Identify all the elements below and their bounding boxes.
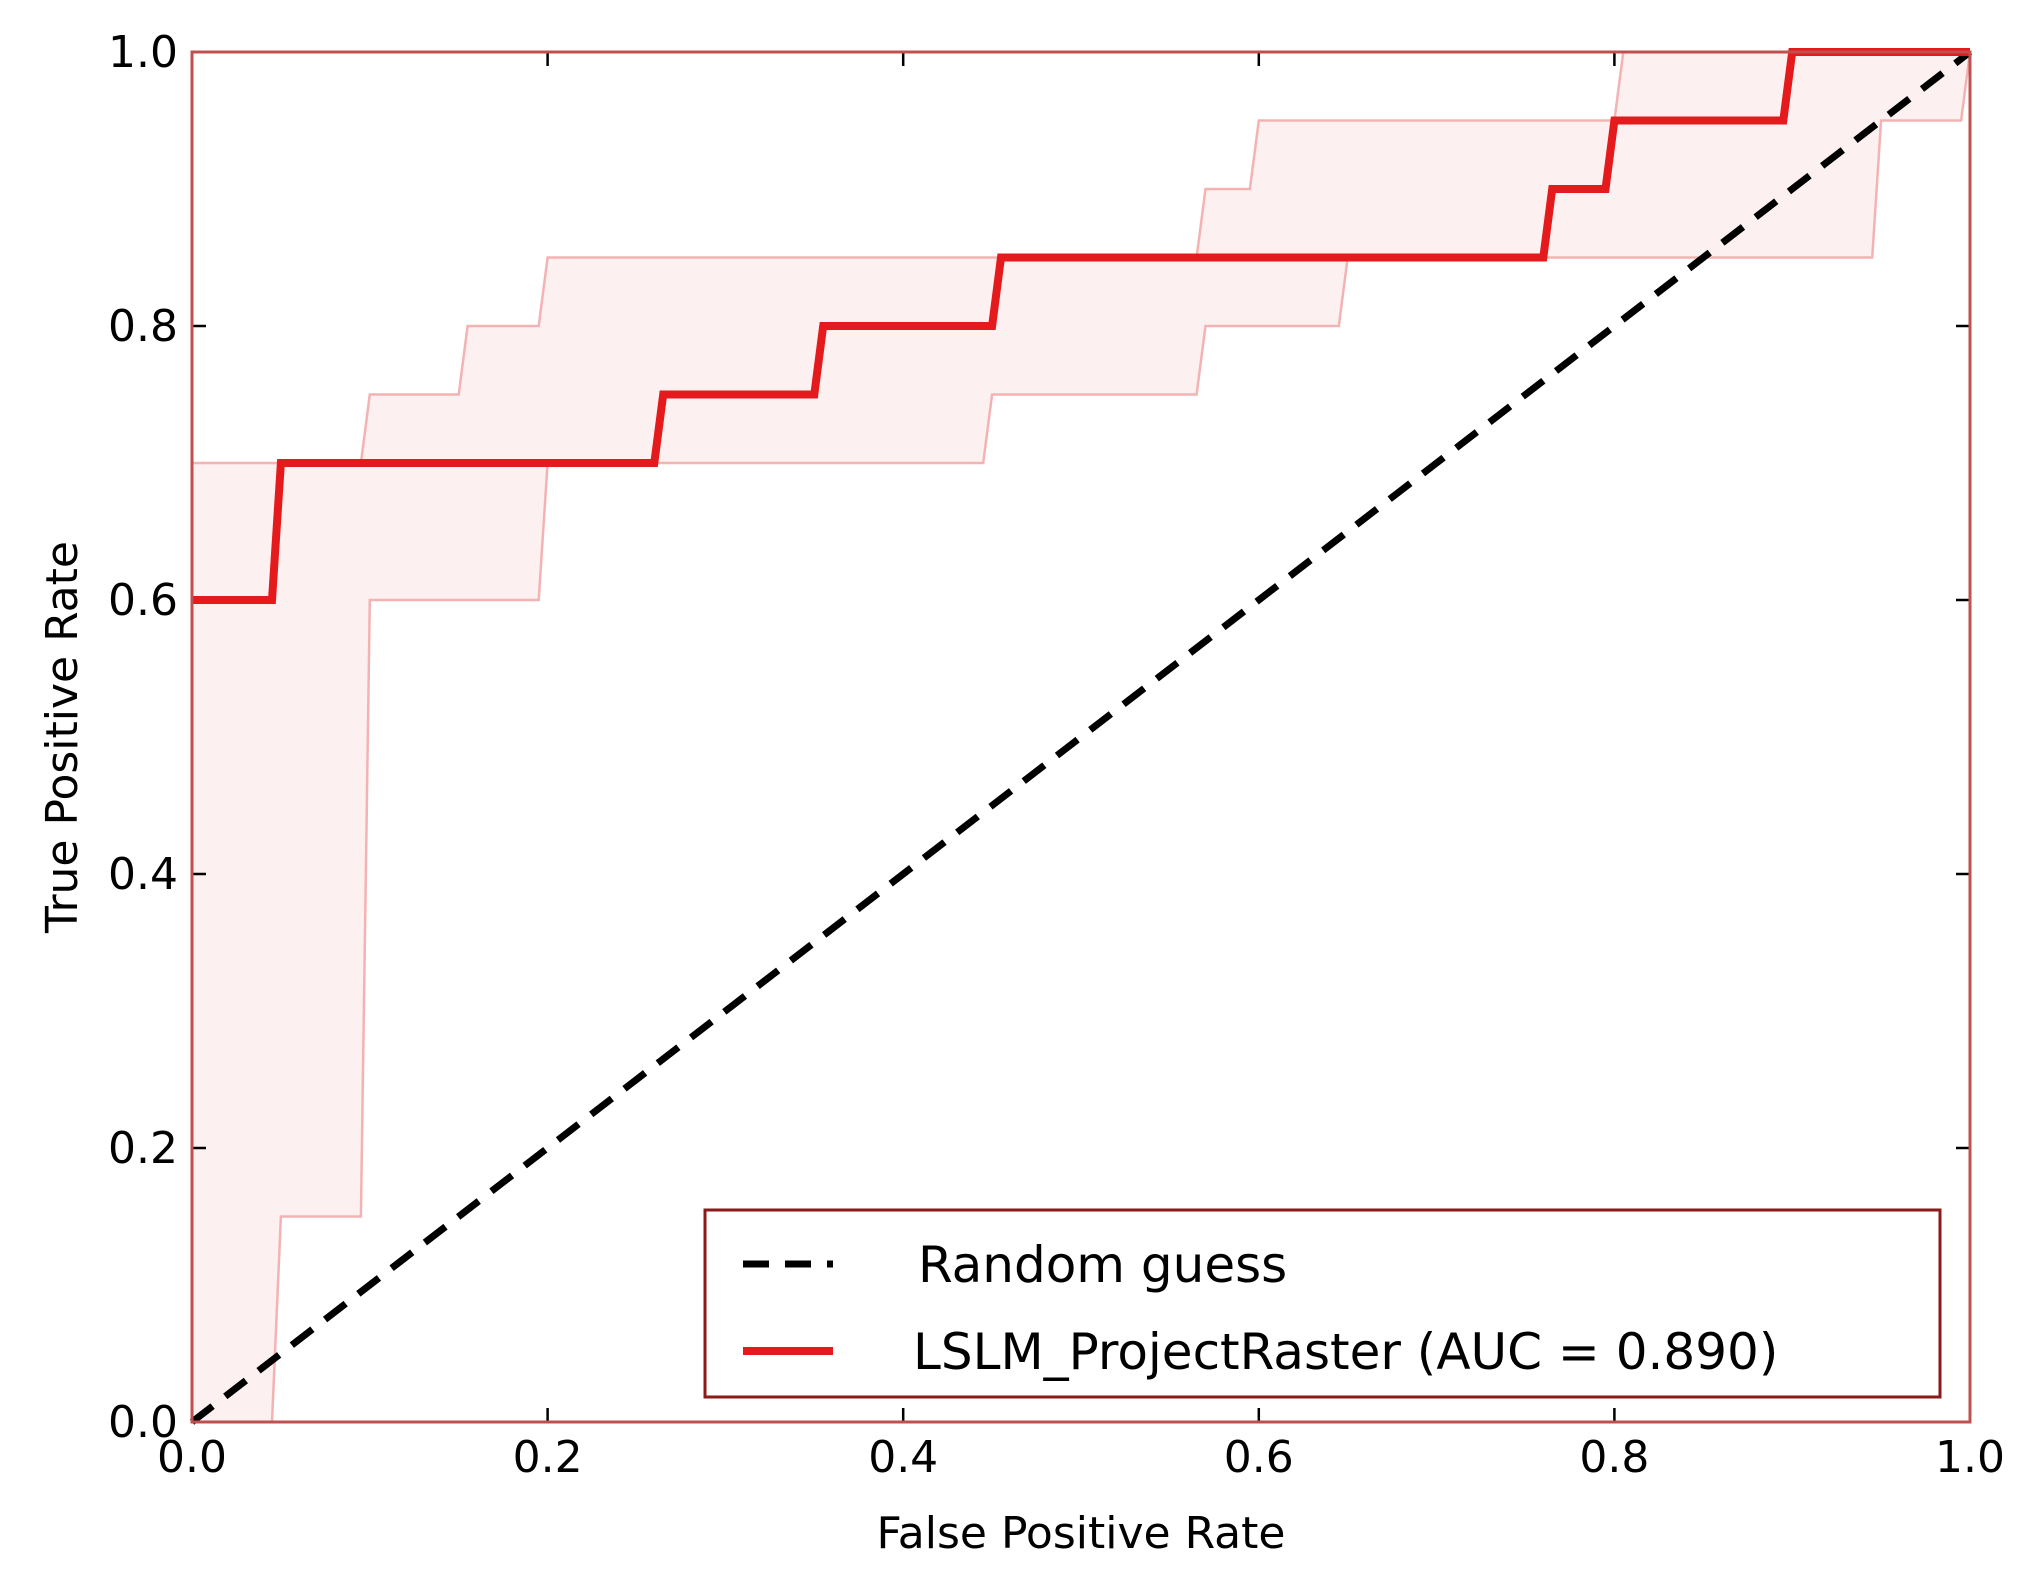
y-tick-label: 0.6 [108,575,178,626]
legend-label-random-guess: Random guess [918,1236,1287,1294]
plot-frame [190,50,1972,1424]
x-tick-label: 0.6 [1224,1432,1294,1483]
legend: Random guess LSLM_ProjectRaster (AUC = 0… [703,1208,1942,1399]
y-tick-label: 0.0 [108,1397,178,1448]
x-tick-label: 1.0 [1935,1432,2005,1483]
y-tick-label: 0.8 [108,301,178,352]
x-tick-label: 0.0 [157,1432,227,1483]
y-tick-label: 1.0 [108,27,178,78]
y-tick-label: 0.4 [108,849,178,900]
band-upper-line [190,50,1970,1422]
x-tick-label: 0.2 [513,1432,583,1483]
band-lower-line [270,51,1972,1423]
legend-label-lslm: LSLM_ProjectRaster (AUC = 0.890) [913,1323,1778,1381]
tick-labels: 0.0 0.2 0.4 0.6 0.8 1.0 0.0 0.2 0.4 0.6 0.8 1.0 [108,27,2005,1483]
series-line-random-guess [189,49,1973,1425]
x-tick-label: 0.4 [868,1432,938,1483]
x-tick-label: 0.8 [1579,1432,1649,1483]
band-fill [192,52,1970,1422]
confidence-band [190,50,1972,1423]
series-lines [189,48,1973,1425]
legend-box [703,1208,1942,1399]
x-axis-title: False Positive Rate [877,1508,1286,1559]
y-tick-label: 0.2 [108,1123,178,1174]
series-line-lslm [192,48,1970,604]
y-axis-title: True Positive Rate [37,541,88,934]
